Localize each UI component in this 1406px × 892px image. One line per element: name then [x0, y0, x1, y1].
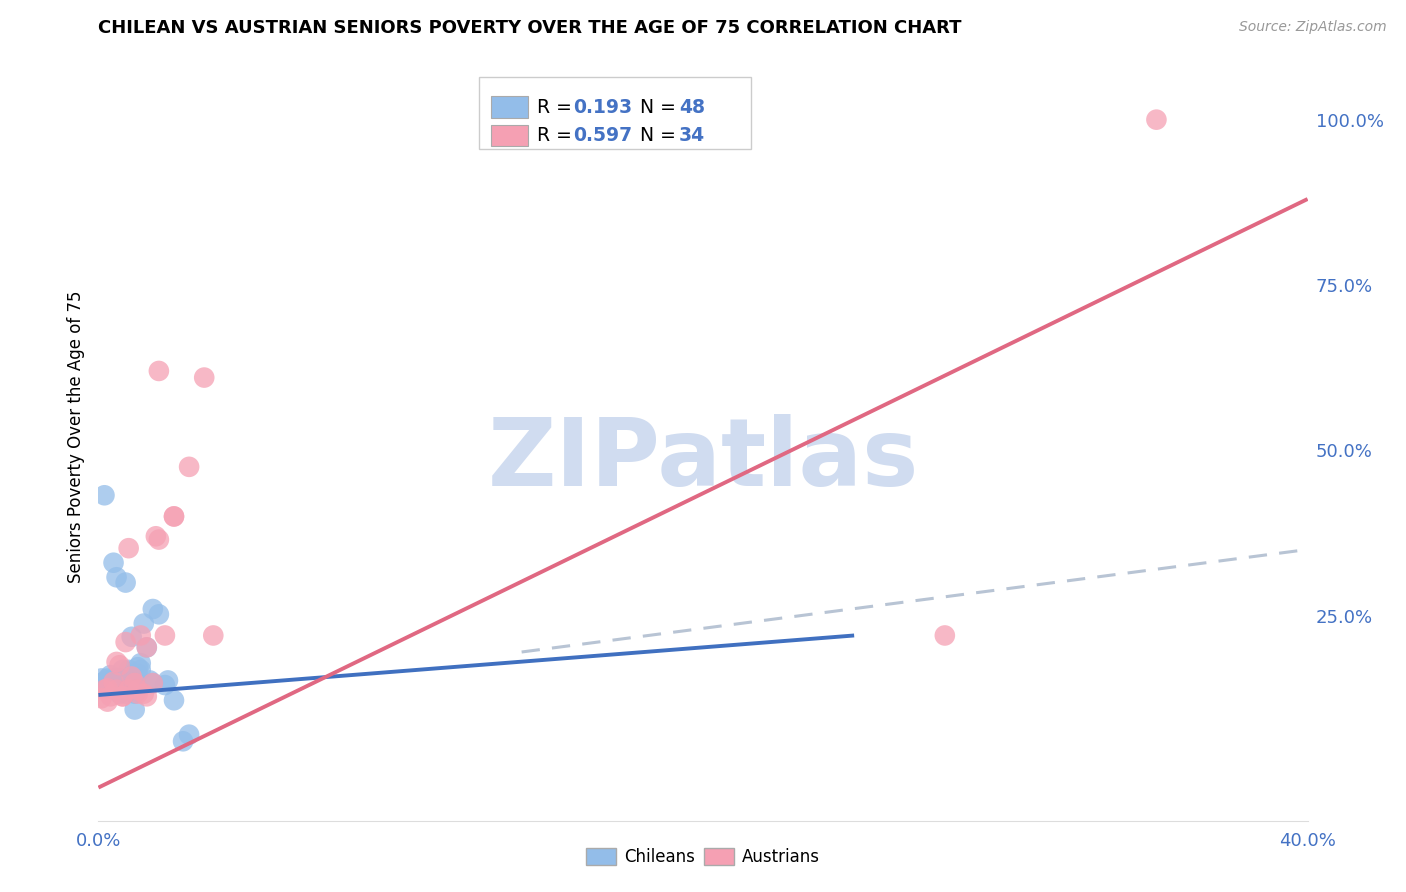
Point: [93, 488, 115, 502]
Point: [124, 687, 146, 701]
Point: [163, 509, 186, 524]
Point: [105, 570, 128, 584]
Point: [93, 674, 115, 689]
Point: [96, 678, 118, 692]
Point: [142, 676, 165, 690]
Text: 48: 48: [679, 98, 704, 117]
Point: [108, 672, 131, 686]
FancyBboxPatch shape: [492, 96, 527, 118]
Point: [100, 676, 122, 690]
Point: [129, 663, 152, 677]
Text: CHILEAN VS AUSTRIAN SENIORS POVERTY OVER THE AGE OF 75 CORRELATION CHART: CHILEAN VS AUSTRIAN SENIORS POVERTY OVER…: [98, 19, 962, 37]
Point: [202, 628, 225, 642]
Point: [148, 364, 170, 378]
Text: R =: R =: [537, 126, 578, 145]
Point: [118, 541, 141, 556]
Point: [148, 533, 170, 547]
Point: [163, 509, 186, 524]
Point: [179, 459, 201, 474]
Point: [105, 676, 128, 690]
Point: [108, 687, 131, 701]
Point: [934, 628, 956, 642]
Point: [135, 690, 157, 704]
Point: [172, 734, 194, 748]
Point: [153, 628, 176, 642]
Point: [105, 655, 128, 669]
Point: [111, 682, 134, 697]
Point: [156, 673, 179, 688]
Point: [93, 682, 115, 697]
Point: [103, 682, 125, 697]
Point: [127, 682, 149, 697]
Legend: Chileans, Austrians: Chileans, Austrians: [578, 840, 828, 875]
Text: ZIPatlas: ZIPatlas: [488, 414, 918, 506]
Point: [105, 682, 128, 697]
Text: N =: N =: [628, 126, 682, 145]
Point: [135, 640, 157, 655]
Point: [111, 690, 134, 704]
Point: [132, 687, 155, 701]
Point: [121, 681, 143, 696]
Point: [114, 687, 136, 701]
Y-axis label: Seniors Poverty Over the Age of 75: Seniors Poverty Over the Age of 75: [66, 291, 84, 583]
FancyBboxPatch shape: [492, 125, 527, 146]
Point: [103, 674, 125, 689]
Point: [103, 556, 125, 570]
Point: [118, 680, 141, 694]
Point: [103, 676, 125, 690]
Point: [124, 676, 146, 690]
Point: [121, 630, 143, 644]
Point: [114, 678, 136, 692]
Point: [96, 681, 118, 696]
Point: [1144, 112, 1167, 127]
Text: 0.193: 0.193: [574, 98, 633, 117]
Point: [127, 666, 149, 681]
Text: N =: N =: [628, 98, 682, 117]
Point: [124, 669, 146, 683]
Point: [163, 693, 186, 707]
Point: [179, 728, 201, 742]
Point: [135, 640, 157, 655]
Point: [100, 690, 122, 704]
Point: [96, 695, 118, 709]
Point: [108, 676, 131, 690]
Point: [118, 682, 141, 697]
Text: R =: R =: [537, 98, 578, 117]
Point: [129, 628, 152, 642]
Point: [90, 672, 112, 686]
Text: 0.597: 0.597: [574, 126, 633, 145]
Text: 34: 34: [679, 126, 704, 145]
Point: [111, 663, 134, 677]
Point: [108, 658, 131, 673]
Point: [127, 660, 149, 674]
Point: [105, 680, 128, 694]
Point: [111, 690, 134, 704]
Point: [193, 370, 215, 384]
Point: [148, 607, 170, 622]
FancyBboxPatch shape: [479, 77, 751, 150]
Point: [127, 687, 149, 701]
Text: Source: ZipAtlas.com: Source: ZipAtlas.com: [1239, 20, 1386, 34]
Point: [114, 575, 136, 590]
Point: [103, 672, 125, 686]
Point: [118, 663, 141, 677]
Point: [129, 657, 152, 671]
Point: [124, 702, 146, 716]
Point: [139, 673, 162, 688]
Point: [142, 676, 165, 690]
Point: [142, 602, 165, 616]
Point: [100, 668, 122, 682]
Point: [105, 672, 128, 686]
Point: [114, 673, 136, 688]
Point: [121, 669, 143, 683]
Point: [96, 672, 118, 686]
Point: [153, 678, 176, 692]
Point: [93, 678, 115, 692]
Point: [90, 676, 112, 690]
Point: [90, 691, 112, 706]
Point: [145, 529, 167, 543]
Point: [114, 635, 136, 649]
Point: [132, 616, 155, 631]
